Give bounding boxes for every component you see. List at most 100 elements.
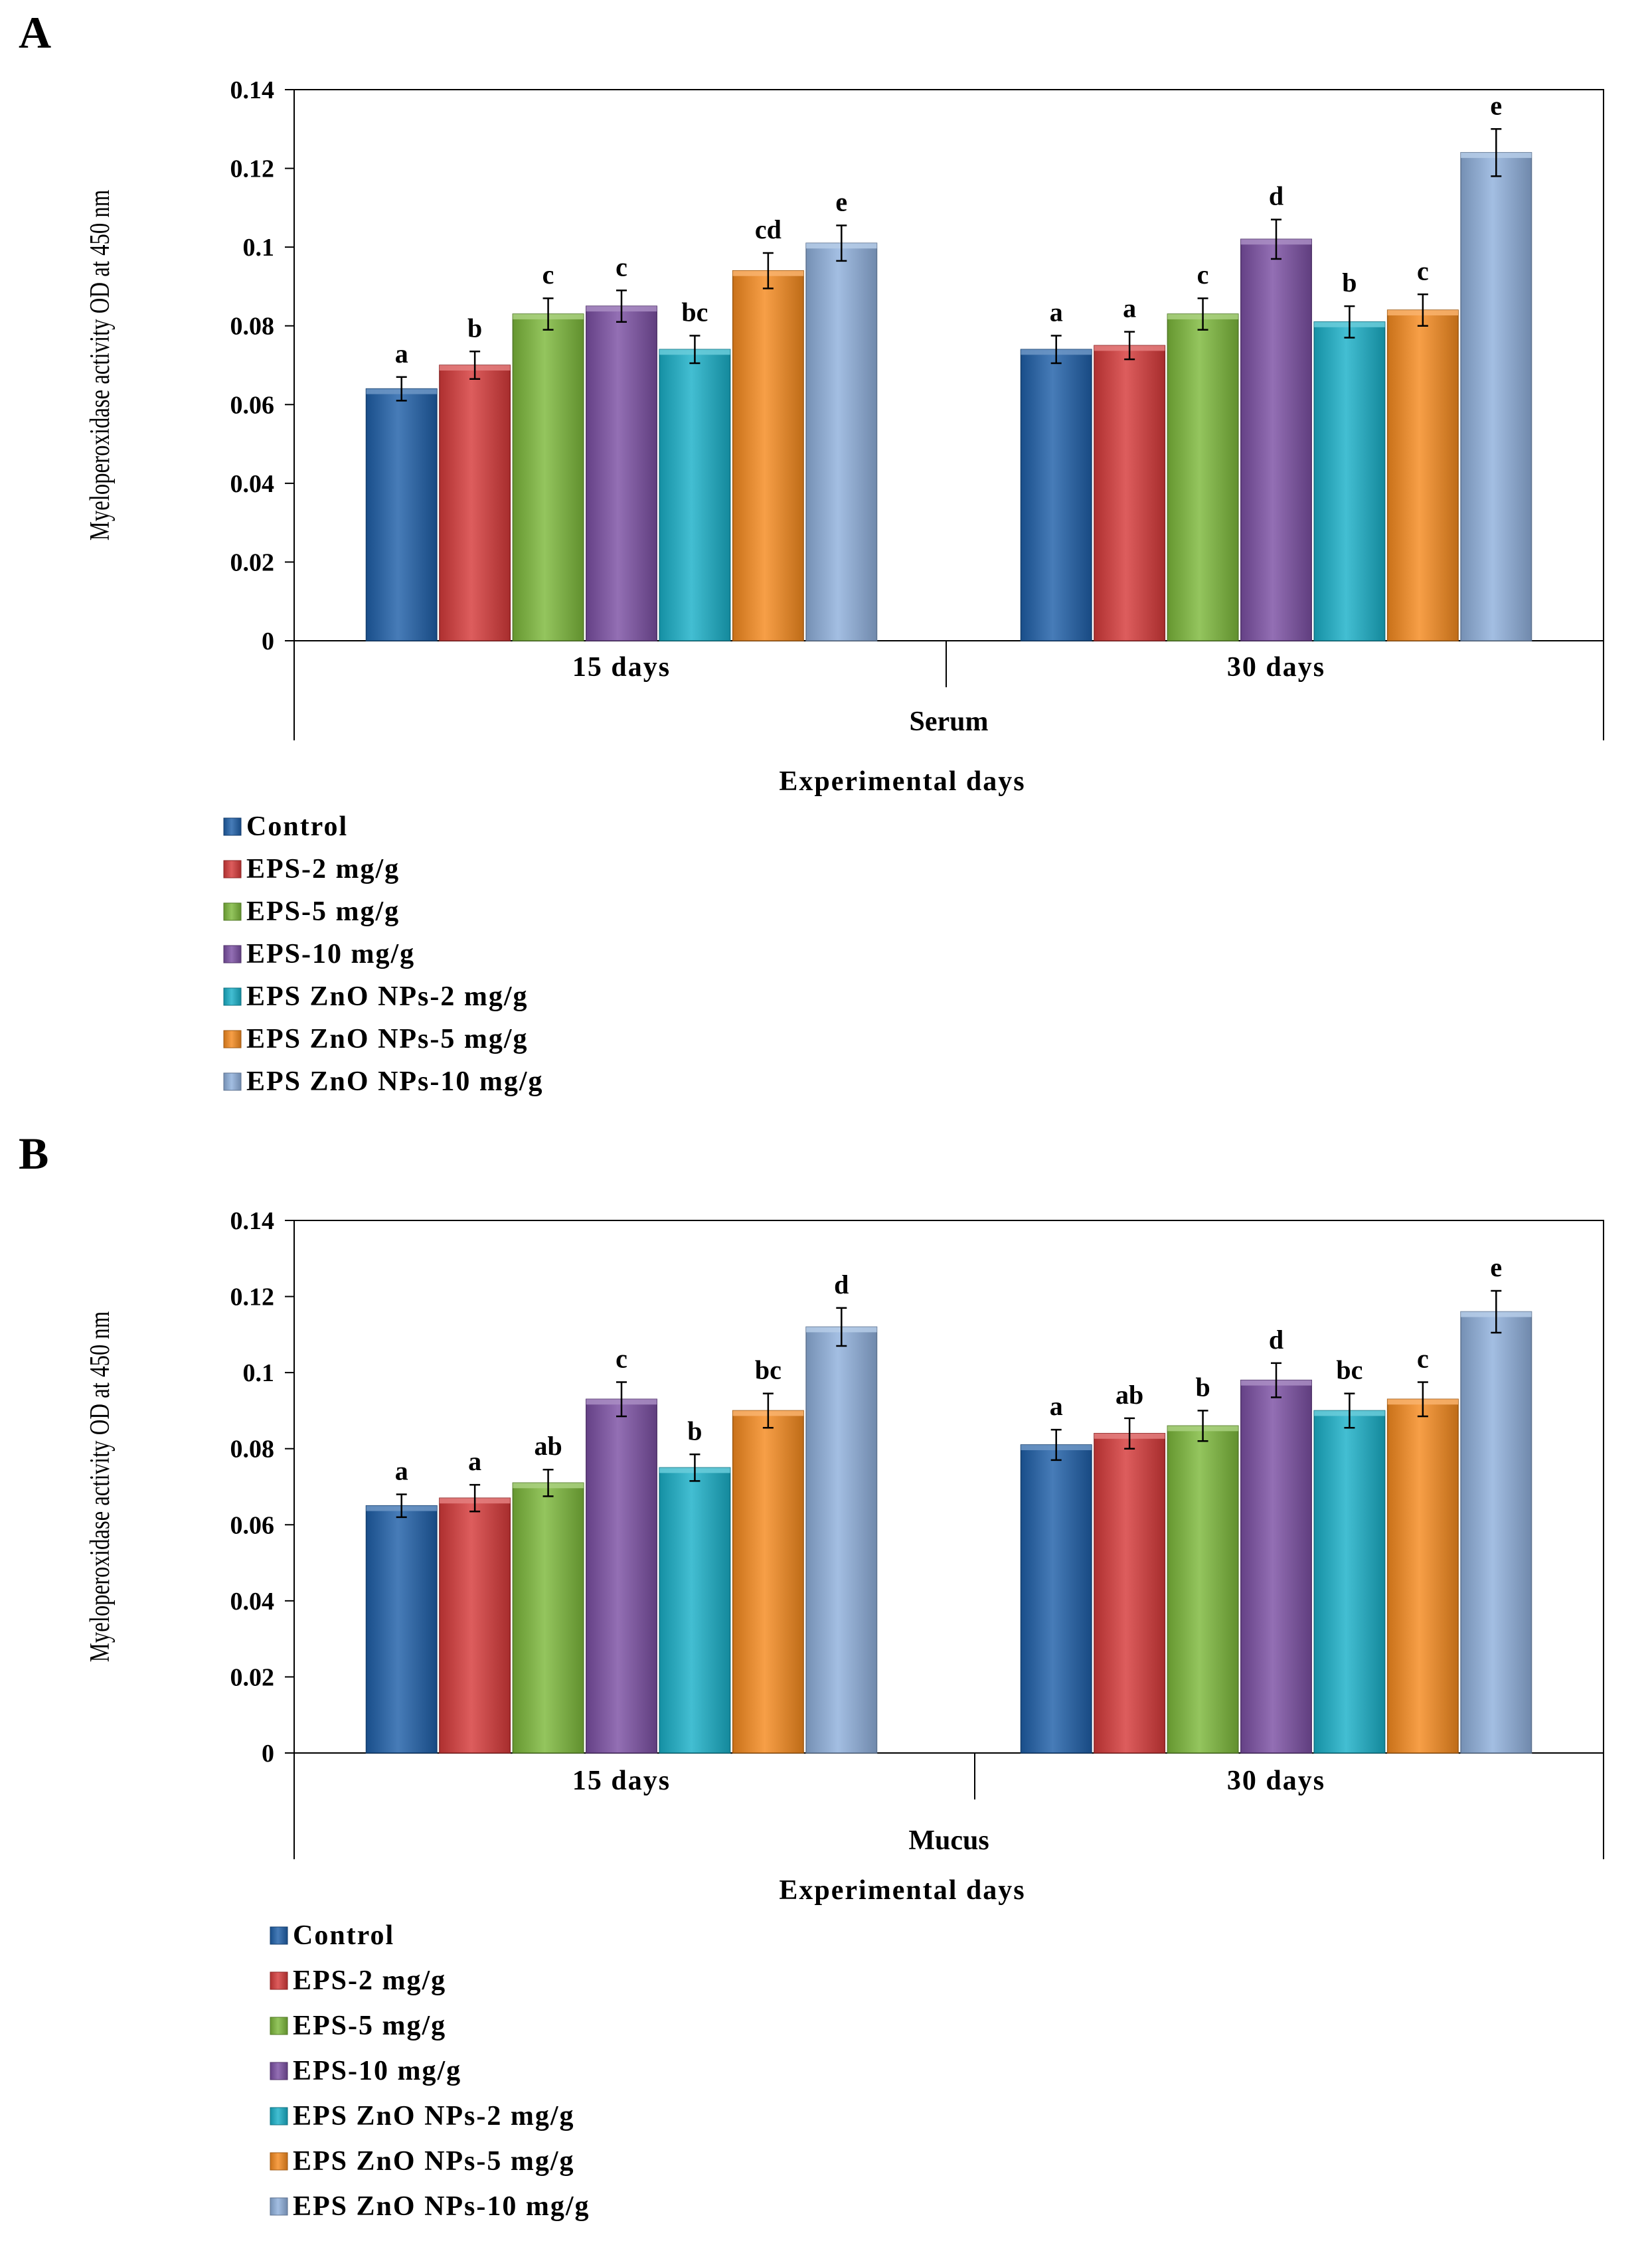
significance-letter: c (542, 260, 554, 290)
legend-label: EPS ZnO NPs-5 mg/g (246, 1024, 529, 1054)
legend-label: EPS ZnO NPs-10 mg/g (293, 2191, 590, 2222)
significance-letter: b (687, 1416, 702, 1446)
legend-swatch (270, 2017, 288, 2035)
legend-swatch (223, 1072, 242, 1091)
bar (1020, 349, 1092, 641)
y-tick-label: 0 (262, 627, 274, 655)
y-tick-label: 0.1 (243, 234, 275, 262)
legend-swatch (270, 2152, 288, 2171)
y-tick-label: 0.06 (230, 391, 275, 419)
bar (365, 1505, 438, 1754)
legend-label: Control (246, 811, 348, 842)
bar (1460, 1311, 1532, 1754)
y-tick-label: 0.08 (230, 313, 275, 341)
significance-letter: bc (1336, 1355, 1363, 1385)
legend-swatch (223, 987, 242, 1006)
legend-label: EPS-10 mg/g (293, 2056, 461, 2086)
legend-swatch (223, 945, 242, 963)
y-tick-label: 0 (262, 1740, 274, 1768)
y-axis-label: Myeloperoxidase activity OD at 450 nm (84, 1311, 116, 1662)
y-tick-label: 0.12 (230, 155, 275, 183)
significance-letter: c (1197, 260, 1209, 290)
legend-swatch (270, 2062, 288, 2080)
bar (732, 270, 804, 641)
significance-letter: d (834, 1270, 849, 1299)
x-axis-label: Experimental days (779, 766, 1025, 797)
bar (1167, 313, 1239, 641)
bar (659, 349, 731, 641)
significance-letter: e (1490, 90, 1502, 120)
panel-label: B (19, 1128, 48, 1179)
significance-letter: a (1050, 1391, 1063, 1421)
x-axis-label: Experimental days (779, 1875, 1025, 1906)
significance-letter: a (395, 339, 408, 369)
bar (1094, 1433, 1166, 1754)
legend-label: EPS-2 mg/g (246, 854, 400, 884)
bar (1460, 152, 1532, 641)
legend-swatch (270, 1971, 288, 1990)
group-label: Serum (910, 707, 989, 737)
bar (1020, 1444, 1092, 1754)
significance-letter: c (616, 1343, 627, 1373)
y-tick-label: 0.1 (243, 1359, 275, 1387)
significance-letter: a (1123, 293, 1136, 323)
bar (1240, 238, 1312, 641)
legend-label: EPS ZnO NPs-10 mg/g (246, 1066, 544, 1097)
significance-letter: ab (1115, 1380, 1143, 1410)
significance-letter: b (467, 313, 482, 343)
legend-label: EPS ZnO NPs-2 mg/g (246, 981, 529, 1012)
legend-label: EPS-2 mg/g (293, 1965, 446, 1996)
legend-label: EPS ZnO NPs-2 mg/g (293, 2101, 575, 2131)
bar (1167, 1425, 1239, 1754)
significance-letter: d (1269, 181, 1283, 211)
significance-letter: bc (755, 1355, 782, 1385)
significance-letter: cd (755, 214, 782, 244)
bar (586, 1398, 657, 1754)
legend-swatch (270, 2107, 288, 2125)
bar (732, 1410, 804, 1754)
significance-letter: a (1050, 297, 1063, 327)
legend-label: EPS ZnO NPs-5 mg/g (293, 2146, 575, 2177)
chart-panel-B: B 0 0.02 0.04 0.06 0.08 0.1 0.12 0.14 Myeloperoxi… (19, 1128, 1604, 2222)
chart-panel-A: A 0 0.02 0.04 0.06 0.08 0.1 0.12 0.14 Myeloperoxi… (19, 7, 1604, 1097)
legend-label: Control (293, 1920, 394, 1951)
plot-area (293, 1220, 1604, 1754)
bar (365, 388, 438, 641)
y-tick-label: 0.04 (230, 470, 275, 498)
bar (1386, 309, 1459, 641)
bar (659, 1467, 731, 1754)
legend-swatch (270, 1926, 288, 1945)
significance-letter: bc (681, 297, 708, 327)
significance-letter: a (395, 1456, 408, 1485)
bar (439, 1497, 511, 1754)
significance-letter: c (616, 252, 627, 282)
significance-letter: c (1417, 1343, 1429, 1373)
y-tick-label: 0.06 (230, 1511, 275, 1539)
y-tick-label: 0.02 (230, 548, 275, 576)
category-label: 15 days (572, 652, 671, 683)
bar (805, 1326, 878, 1754)
legend-label: EPS-5 mg/g (293, 2011, 446, 2041)
significance-letter: ab (534, 1431, 562, 1461)
significance-letter: b (1342, 268, 1357, 297)
significance-letter: a (468, 1446, 481, 1476)
y-tick-label: 0.04 (230, 1588, 275, 1616)
significance-letter: c (1417, 256, 1429, 286)
legend-swatch (223, 860, 242, 878)
bar (512, 313, 584, 641)
bar (805, 242, 878, 641)
category-label: 30 days (1227, 652, 1325, 683)
bar (1240, 1379, 1312, 1754)
significance-letter: e (1490, 1252, 1502, 1282)
legend-swatch (270, 2197, 288, 2216)
plot-area (293, 89, 1604, 641)
y-tick-label: 0.12 (230, 1284, 275, 1311)
y-tick-label: 0.02 (230, 1663, 275, 1691)
legend-swatch (223, 1030, 242, 1048)
y-axis-label: Myeloperoxidase activity OD at 450 nm (84, 190, 116, 541)
bar (1386, 1398, 1459, 1754)
y-tick-label: 0.14 (230, 1207, 275, 1235)
legend-label: EPS-10 mg/g (246, 939, 415, 969)
significance-letter: b (1195, 1372, 1210, 1402)
